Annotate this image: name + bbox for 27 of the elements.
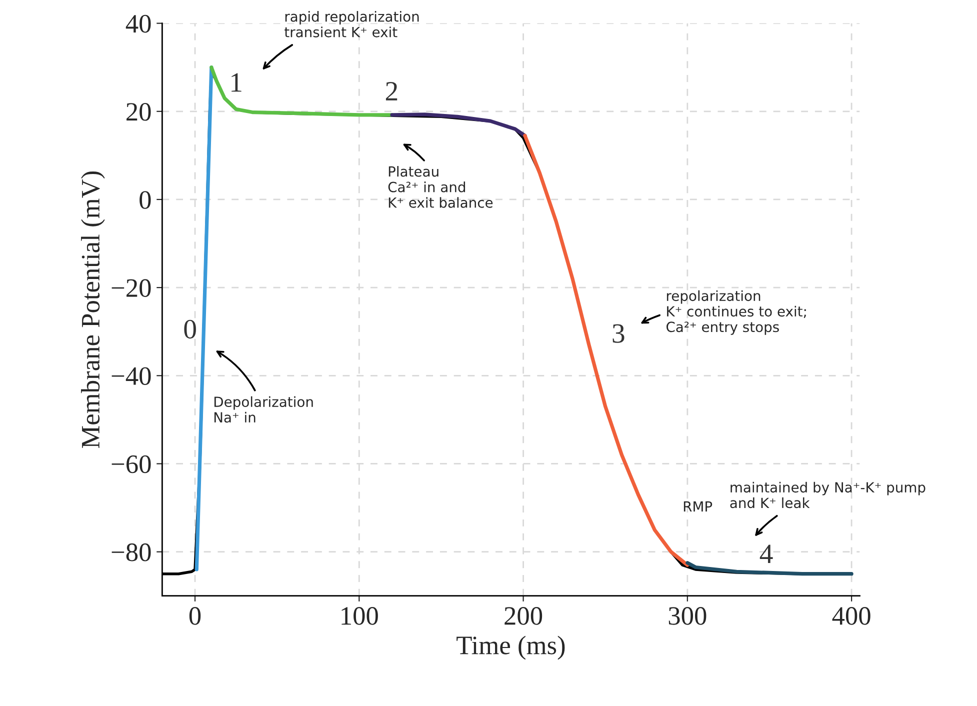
- y-tick-label: −60: [112, 455, 151, 474]
- annotation: 3: [612, 324, 624, 343]
- line-series: [686, 561, 854, 576]
- annotation: repolarization K⁺ continues to exit; Ca²⁺ entry stops: [666, 290, 806, 335]
- x-tick-label: 100: [342, 607, 378, 625]
- x-tick-label: 400: [832, 607, 870, 625]
- annotation: 1: [232, 73, 242, 92]
- y-tick-label: 20: [126, 102, 151, 121]
- annotation: 2: [386, 82, 398, 100]
- y-tick-label: −80: [112, 543, 151, 562]
- annotation: rapid repolarization transient K⁺ exit: [284, 11, 419, 38]
- y-tick-label: −20: [112, 279, 151, 297]
- annotation: 4: [760, 544, 773, 564]
- y-tick-label: 0: [140, 191, 151, 209]
- x-axis-title: Time (ms): [456, 636, 565, 660]
- x-tick-label: 200: [504, 607, 542, 625]
- y-tick-label: −40: [112, 367, 151, 386]
- y-tick-label: 40: [126, 14, 151, 33]
- line-series: [390, 112, 527, 138]
- annotation: Plateau Ca²⁺ in and K⁺ exit balance: [388, 166, 493, 208]
- y-axis-title: Membrane Potential (mV): [81, 172, 105, 448]
- annotation: maintained by Na⁺-K⁺ pump and K⁺ leak: [730, 482, 926, 508]
- x-tick-label: 300: [668, 607, 706, 625]
- annotation: 0: [184, 320, 196, 339]
- annotation: Depolarization Na⁺ in: [214, 396, 313, 423]
- x-tick-label: 0: [189, 607, 201, 625]
- annotation: RMP: [684, 501, 712, 512]
